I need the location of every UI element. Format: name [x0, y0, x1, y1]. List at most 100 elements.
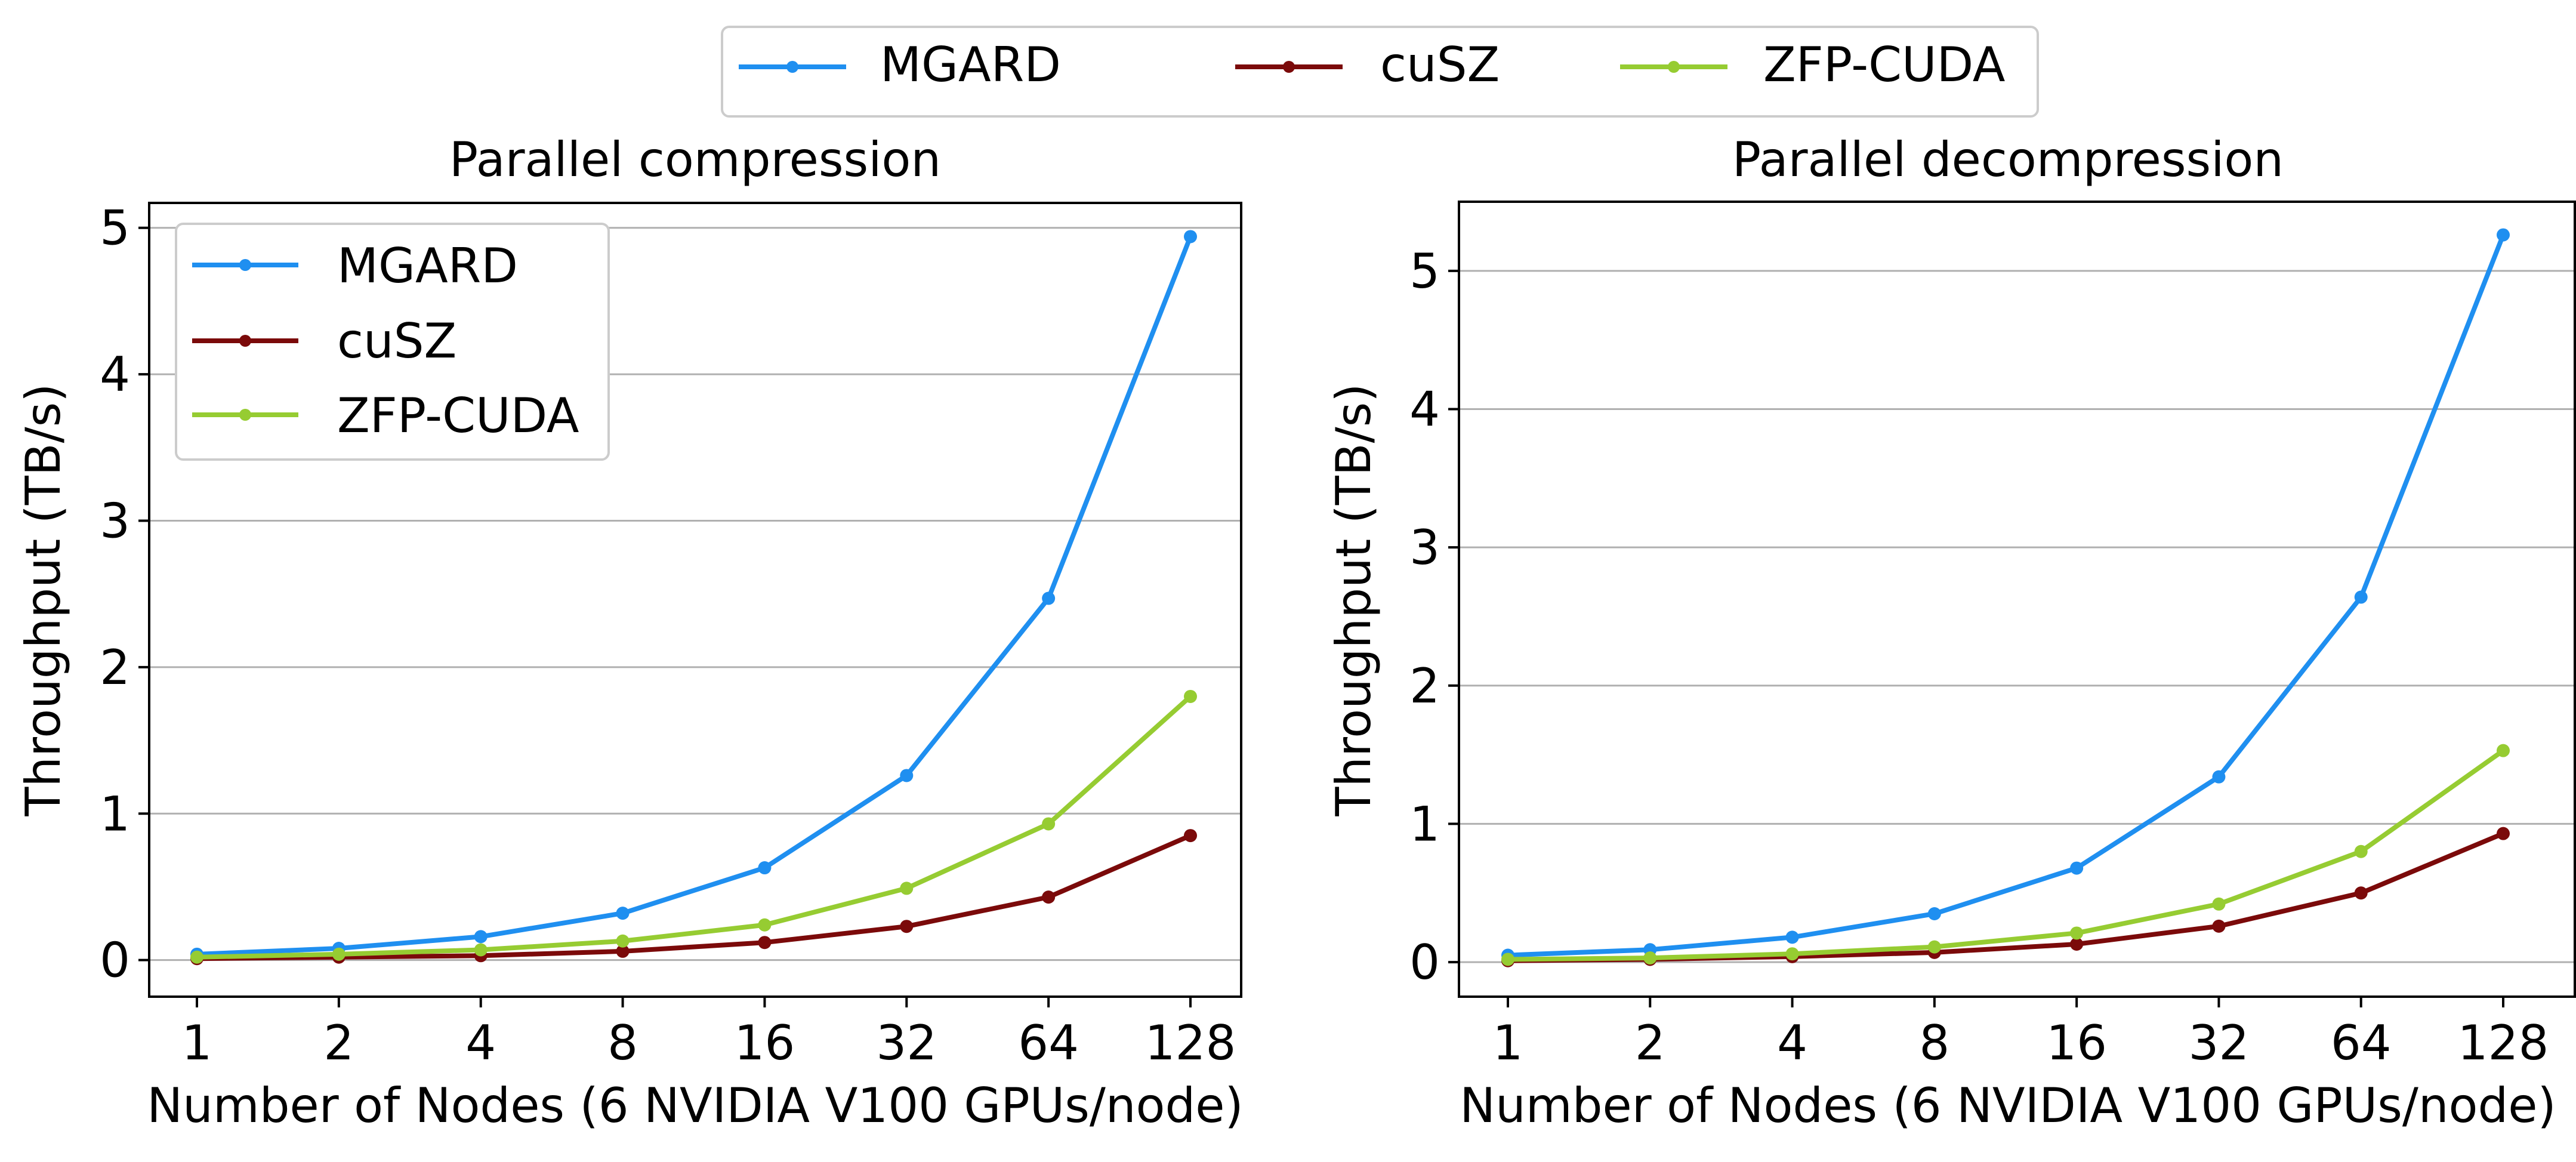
data-point-mgard — [474, 930, 488, 944]
y-tick-label: 2 — [1409, 658, 1440, 714]
plot-legend-marker-zfp — [239, 409, 251, 421]
y-tick-label: 0 — [100, 933, 130, 988]
y-axis: 0 1 2 3 4 5 — [1409, 244, 1459, 990]
data-point-cusz — [758, 936, 772, 950]
data-point-cusz — [1184, 829, 1197, 843]
x-tick-label: 8 — [607, 1015, 638, 1071]
series-line-mgard — [1506, 232, 2506, 958]
x-tick-label: 16 — [735, 1015, 795, 1071]
data-point-cusz — [2212, 919, 2226, 933]
chart-title: Parallel decompression — [1732, 132, 2284, 187]
data-point-zfp-cuda — [1927, 940, 1941, 954]
series-layer — [190, 230, 1197, 966]
data-point-zfp-cuda — [900, 881, 914, 895]
plot-legend-label-mgard: MGARD — [337, 238, 518, 294]
series-line-mgard — [195, 234, 1193, 957]
series-line-zfp-cuda — [195, 693, 1193, 960]
data-point-zfp-cuda — [332, 947, 345, 961]
figure-legend-marker-cusz — [1283, 61, 1295, 73]
data-point-mgard — [2070, 861, 2084, 875]
figure-legend-marker-mgard — [786, 61, 798, 73]
data-point-cusz — [2354, 886, 2368, 900]
x-axis-label: Number of Nodes (6 NVIDIA V100 GPUs/node… — [1460, 1078, 2556, 1133]
x-axis: 1 2 4 8 16 32 64 128 — [1493, 997, 2549, 1071]
figure-legend-label-zfp: ZFP-CUDA — [1763, 37, 2006, 93]
data-point-zfp-cuda — [1643, 951, 1657, 965]
data-point-mgard — [1042, 591, 1056, 605]
y-tick-label: 2 — [100, 640, 130, 695]
gridlines — [1459, 270, 2575, 963]
x-tick-label: 1 — [1493, 1015, 1523, 1071]
data-point-zfp-cuda — [1184, 689, 1197, 703]
data-point-cusz — [2497, 827, 2510, 840]
data-point-mgard — [1785, 930, 1799, 944]
x-tick-label: 4 — [465, 1015, 496, 1071]
y-tick-label: 1 — [1409, 796, 1440, 852]
plot-frame — [148, 202, 1242, 998]
x-tick-label: 64 — [2331, 1015, 2392, 1071]
data-point-mgard — [1927, 907, 1941, 921]
data-point-zfp-cuda — [190, 950, 203, 964]
figure-legend-label-cusz: cuSZ — [1380, 37, 1500, 93]
series-line-zfp-cuda — [1506, 748, 2506, 962]
y-tick-label: 3 — [100, 493, 130, 548]
series-line-cusz — [195, 833, 1193, 961]
x-tick-label: 32 — [2189, 1015, 2250, 1071]
plot-legend-marker-mgard — [239, 259, 251, 271]
data-point-mgard — [900, 769, 914, 782]
data-point-cusz — [616, 944, 630, 958]
x-tick-label: 64 — [1018, 1015, 1079, 1071]
x-tick-label: 4 — [1777, 1015, 1807, 1071]
x-tick-label: 2 — [1635, 1015, 1665, 1071]
data-point-zfp-cuda — [474, 943, 488, 957]
data-point-zfp-cuda — [1501, 953, 1514, 966]
x-tick-label: 32 — [876, 1015, 937, 1071]
data-point-zfp-cuda — [2070, 926, 2084, 940]
x-tick-label: 2 — [323, 1015, 354, 1071]
y-axis: 0 1 2 3 4 5 — [100, 201, 149, 988]
data-point-zfp-cuda — [616, 934, 630, 948]
data-point-mgard — [616, 907, 630, 920]
data-point-zfp-cuda — [1042, 817, 1056, 831]
data-point-cusz — [900, 920, 914, 933]
x-axis: 1 2 4 8 16 32 64 128 — [182, 997, 1236, 1071]
figure-legend-label-mgard: MGARD — [880, 37, 1061, 93]
y-tick-label: 4 — [1409, 381, 1440, 437]
plot-legend: MGARD cuSZ ZFP-CUDA — [175, 223, 610, 461]
plot-legend-marker-cusz — [239, 335, 251, 347]
plot-legend-frame — [175, 223, 610, 461]
data-point-cusz — [2070, 937, 2084, 951]
data-point-zfp-cuda — [1785, 947, 1799, 961]
x-tick-label: 128 — [1145, 1015, 1236, 1071]
x-tick-label: 8 — [1919, 1015, 1949, 1071]
figure-legend: MGARD cuSZ ZFP-CUDA — [721, 26, 2039, 118]
plot-legend-label-cusz: cuSZ — [337, 313, 456, 369]
y-tick-label: 5 — [100, 201, 130, 256]
x-tick-label: 1 — [182, 1015, 212, 1071]
y-tick-label: 3 — [1409, 520, 1440, 575]
x-axis-label: Number of Nodes (6 NVIDIA V100 GPUs/node… — [147, 1078, 1243, 1133]
data-point-mgard — [758, 861, 772, 875]
plot-frame — [1458, 201, 2576, 998]
data-point-mgard — [2354, 590, 2368, 604]
y-axis-label: Throughput (TB/s) — [16, 384, 71, 817]
series-layer — [1501, 228, 2510, 967]
y-tick-label: 1 — [100, 786, 130, 842]
figure-legend-marker-zfp — [1668, 61, 1680, 73]
data-point-mgard — [2497, 228, 2510, 242]
chart-title: Parallel compression — [449, 132, 941, 187]
x-tick-label: 16 — [2046, 1015, 2107, 1071]
y-tick-label: 4 — [100, 347, 130, 402]
figure-legend-frame — [721, 26, 2039, 118]
x-tick-label: 128 — [2458, 1015, 2549, 1071]
plot-legend-label-zfp: ZFP-CUDA — [337, 388, 579, 443]
data-point-mgard — [1184, 230, 1197, 244]
y-axis-label: Throughput (TB/s) — [1326, 384, 1381, 817]
data-point-zfp-cuda — [2354, 844, 2368, 858]
data-point-zfp-cuda — [2212, 897, 2226, 911]
data-point-cusz — [1042, 890, 1056, 904]
data-point-mgard — [2212, 770, 2226, 784]
